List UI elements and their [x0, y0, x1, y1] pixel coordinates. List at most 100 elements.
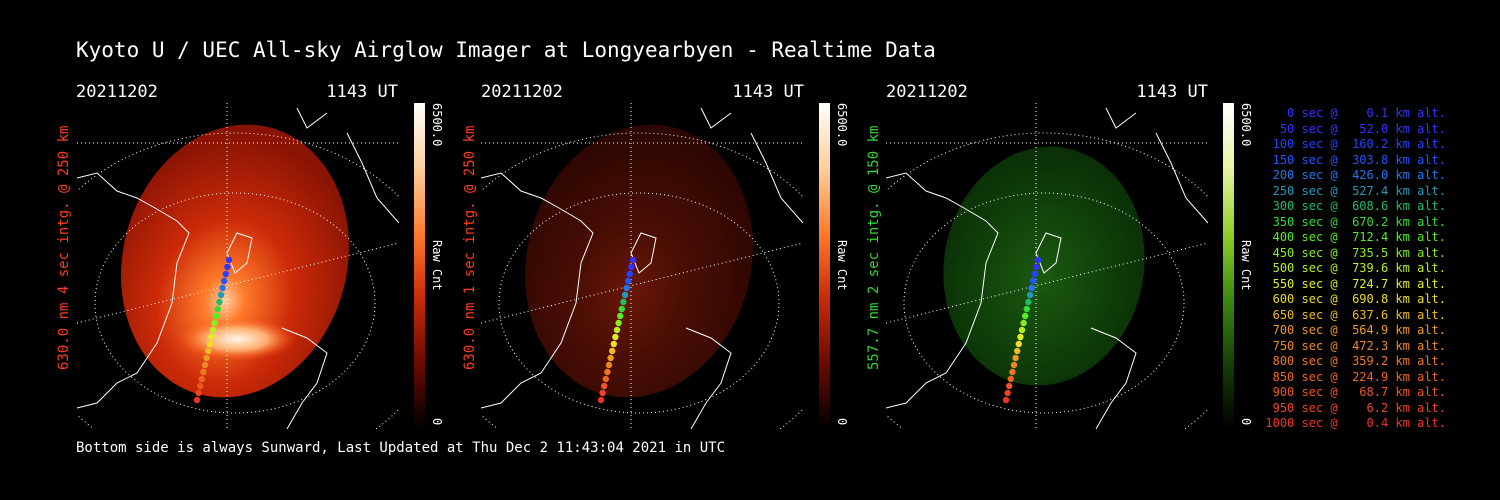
legend-row: 200 sec @ 426.0 km alt. [1265, 168, 1446, 182]
trajectory-point [1023, 305, 1030, 313]
trajectory-point [197, 382, 204, 390]
legend-row: 350 sec @ 670.2 km alt. [1265, 214, 1446, 229]
trajectory-point [200, 368, 207, 376]
panel-3-allsky-image [886, 103, 1208, 429]
legend-row: 650 sec @ 637.6 km alt. [1265, 307, 1446, 322]
legend-row: 0 sec @ 0.1 km alt. [1265, 106, 1446, 120]
trajectory-point [607, 354, 614, 362]
trajectory-point [1002, 396, 1010, 404]
panel-2-date: 20211202 [481, 82, 563, 102]
panel-1-time: 1143 UT [326, 82, 398, 102]
trajectory-point [1022, 312, 1029, 320]
trajectory-point [626, 270, 633, 278]
legend-row: 550 sec @ 724.7 km alt. [1265, 276, 1446, 291]
trajectory-point [1030, 277, 1037, 285]
trajectory-point [1009, 368, 1016, 376]
panel-2-time: 1143 UT [732, 82, 804, 102]
trajectory-point [628, 263, 635, 271]
trajectory-point [206, 340, 213, 348]
trajectory-point [203, 354, 210, 362]
legend-row: 400 sec @ 712.4 km alt. [1265, 230, 1446, 244]
panel-3-colorbar [1223, 103, 1234, 429]
trajectory-point [623, 284, 630, 292]
panel-1-side-label: 630.0 nm 4 sec intg. @ 250 km [56, 125, 72, 370]
panel-2-colorbar-unit: Raw Cnt [835, 240, 849, 291]
trajectory-point [201, 361, 209, 369]
trajectory-point [217, 291, 225, 299]
panel-1-allsky-image [77, 103, 399, 429]
panel-1-date: 20211202 [76, 82, 158, 102]
trajectory-point [1031, 270, 1038, 278]
trajectory-point [602, 375, 609, 383]
trajectory-point [605, 361, 613, 369]
panel-2-colorbar [819, 103, 830, 429]
legend-row: 850 sec @ 224.9 km alt. [1265, 369, 1446, 384]
trajectory-point [612, 333, 619, 341]
panel-3-date: 20211202 [886, 82, 968, 102]
trajectory-point [1004, 389, 1011, 397]
trajectory-point [195, 389, 202, 397]
legend-row: 500 sec @ 739.6 km alt. [1265, 261, 1446, 275]
legend-row: 50 sec @ 52.0 km alt. [1265, 121, 1446, 136]
trajectory-point [209, 326, 217, 334]
legend-row: 950 sec @ 6.2 km alt. [1265, 400, 1446, 415]
trajectory-point [629, 256, 637, 264]
trajectory-point [216, 298, 223, 306]
panel-1-colorbar-unit: Raw Cnt [430, 240, 444, 291]
trajectory-point [617, 312, 624, 320]
trajectory-point [618, 305, 625, 313]
trajectory-point [1025, 298, 1032, 306]
legend-row: 800 sec @ 359.2 km alt. [1265, 354, 1446, 368]
footer-note: Bottom side is always Sunward, Last Upda… [76, 440, 726, 456]
legend-row: 700 sec @ 564.9 km alt. [1265, 323, 1446, 337]
panel-3-side-label: 557.7 nm 2 sec intg. @ 150 km [866, 125, 882, 370]
panel-1-colorbar [414, 103, 425, 429]
legend-row: 600 sec @ 690.8 km alt. [1265, 292, 1446, 306]
trajectory-point [620, 298, 627, 306]
legend-row: 1000 sec @ 0.4 km alt. [1265, 416, 1446, 430]
trajectory-point [599, 389, 606, 397]
trajectory-point [613, 326, 621, 334]
panel-3-time: 1143 UT [1136, 82, 1208, 102]
altitude-legend: 0 sec @ 0.1 km alt. 50 sec @ 52.0 km alt… [1262, 106, 1446, 432]
legend-row: 900 sec @ 68.7 km alt. [1265, 385, 1446, 399]
trajectory-point [1033, 263, 1040, 271]
trajectory-point [1006, 382, 1013, 390]
panel-1-colorbar-max: 6500.0 [430, 103, 444, 147]
trajectory-point [609, 347, 616, 355]
trajectory-point [625, 277, 632, 285]
trajectory-point [221, 277, 228, 285]
trajectory-point [214, 305, 221, 313]
legend-row: 250 sec @ 527.4 km alt. [1265, 183, 1446, 198]
page-title: Kyoto U / UEC All-sky Airglow Imager at … [76, 38, 936, 62]
trajectory-point [1012, 354, 1019, 362]
trajectory-point [604, 368, 611, 376]
trajectory-point [615, 319, 622, 327]
trajectory-point [211, 319, 218, 327]
panel-3-colorbar-max: 6500.0 [1239, 103, 1253, 147]
panel-2-side-label: 630.0 nm 1 sec intg. @ 250 km [462, 125, 478, 370]
trajectory-point [224, 263, 231, 271]
legend-row: 450 sec @ 735.5 km alt. [1265, 245, 1446, 260]
trajectory-point [213, 312, 220, 320]
panel-3-colorbar-unit: Raw Cnt [1239, 240, 1253, 291]
trajectory-point [208, 333, 215, 341]
panel-2-colorbar-max: 6500.0 [835, 103, 849, 147]
trajectory-point [1007, 375, 1014, 383]
legend-row: 150 sec @ 303.8 km alt. [1265, 152, 1446, 167]
panel-2-colorbar-min: 0 [835, 418, 849, 426]
trajectory-point [597, 396, 605, 404]
panel-3-colorbar-min: 0 [1239, 418, 1253, 426]
trajectory-point [219, 284, 226, 292]
legend-row: 100 sec @ 160.2 km alt. [1265, 137, 1446, 151]
trajectory-point [193, 396, 201, 404]
trajectory-point [1017, 333, 1024, 341]
trajectory-point [1020, 319, 1027, 327]
trajectory-point [601, 382, 608, 390]
trajectory-point [1026, 291, 1034, 299]
panel-1-colorbar-min: 0 [430, 418, 444, 426]
trajectory-point [621, 291, 629, 299]
trajectory-point [610, 340, 617, 348]
panel-2-allsky-image [481, 103, 803, 429]
trajectory-point [225, 256, 233, 264]
